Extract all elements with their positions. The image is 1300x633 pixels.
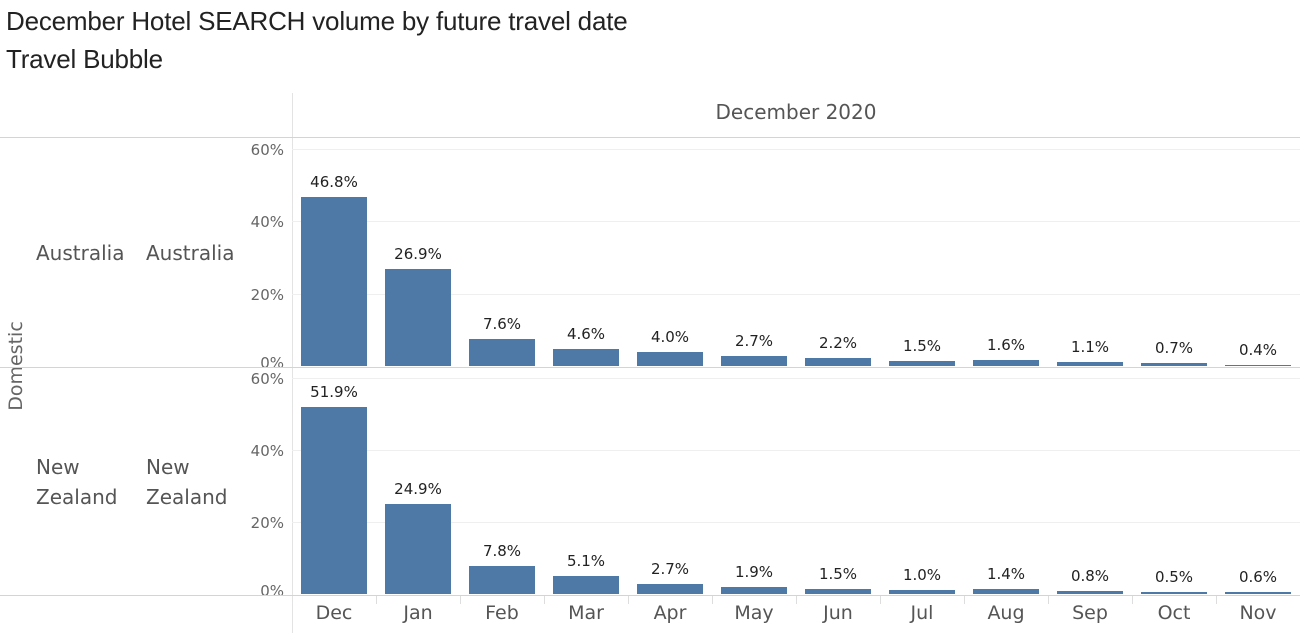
x-tick [796,596,797,604]
bar[interactable] [637,584,703,594]
gridline [292,221,1300,222]
x-axis-label: Nov [1239,602,1277,624]
bar-value-label: 2.7% [734,332,774,350]
bar-value-label: 7.8% [482,542,522,560]
bar-value-label: 46.8% [310,173,358,191]
x-axis-label: Jul [910,602,934,624]
row-destination-label: Australia [146,241,235,265]
x-tick [1216,596,1217,604]
x-tick [460,596,461,604]
row-origin-label: Australia [36,241,125,265]
bar-value-label: 2.2% [818,334,858,352]
bar-value-label: 1.5% [902,337,942,355]
bar[interactable] [889,361,955,366]
x-tick [964,596,965,604]
y-tick-label: 40% [250,442,284,460]
bar[interactable] [805,358,871,366]
bar[interactable] [1141,363,1207,366]
chart-title: December Hotel SEARCH volume by future t… [6,6,628,36]
x-axis-label: Feb [485,602,519,624]
bar-value-label: 24.9% [394,480,442,498]
bar[interactable] [1057,591,1123,594]
header-bottom-line [0,137,1300,138]
x-axis-label: Jun [823,602,853,624]
bar-value-label: 0.6% [1238,568,1278,586]
x-axis-label: Sep [1072,602,1108,624]
bar-value-label: 0.8% [1070,567,1110,585]
bar[interactable] [637,352,703,366]
x-axis-label: Apr [653,602,687,624]
bar[interactable] [385,504,451,594]
bar-value-label: 1.1% [1070,338,1110,356]
panel-baseline [0,595,1300,596]
bar[interactable] [553,576,619,594]
x-axis-label: Aug [987,602,1025,624]
x-axis-label: Mar [568,602,604,624]
bar-value-label: 4.6% [566,325,606,343]
gridline [292,450,1300,451]
y-tick-label: 40% [250,213,284,231]
gridline [292,522,1300,523]
x-axis-label: May [734,602,774,624]
y-tick-label: 60% [250,141,284,159]
bar-value-label: 0.5% [1154,568,1194,586]
x-axis-label: Oct [1157,602,1191,624]
x-axis-label: Dec [315,602,353,624]
y-tick-label: 20% [250,286,284,304]
bar[interactable] [721,587,787,594]
x-tick [628,596,629,604]
row-origin-label: New Zealand [36,455,118,509]
bar-value-label: 0.4% [1238,341,1278,359]
x-axis-label: Jan [403,602,433,624]
bar-value-label: 4.0% [650,328,690,346]
gridline [292,378,1300,379]
y-tick-label: 60% [250,370,284,388]
bar[interactable] [889,590,955,594]
bar-value-label: 1.4% [986,565,1026,583]
bar-value-label: 0.7% [1154,339,1194,357]
bar-value-label: 1.5% [818,565,858,583]
column-header: December 2020 [715,100,877,124]
bar-value-label: 7.6% [482,315,522,333]
bar[interactable] [973,360,1039,366]
x-tick [544,596,545,604]
header-divider [292,93,293,633]
bar[interactable] [1225,592,1291,594]
bar[interactable] [1141,592,1207,594]
bar-value-label: 1.9% [734,563,774,581]
bar[interactable] [1057,362,1123,366]
bar[interactable] [301,407,367,594]
gridline [292,149,1300,150]
y-tick-label: 20% [250,514,284,532]
x-tick [376,596,377,604]
bar-value-label: 1.6% [986,336,1026,354]
bar-value-label: 2.7% [650,560,690,578]
row-destination-label: New Zealand [146,455,228,509]
bar[interactable] [973,589,1039,594]
bar-value-label: 26.9% [394,245,442,263]
bar-value-label: 5.1% [566,552,606,570]
bar[interactable] [721,356,787,366]
bar[interactable] [469,339,535,366]
x-tick [880,596,881,604]
bar[interactable] [385,269,451,366]
bar[interactable] [469,566,535,594]
bar[interactable] [553,349,619,366]
panel-baseline [0,367,1300,368]
bar[interactable] [1225,365,1291,366]
bar-value-label: 51.9% [310,383,358,401]
bar[interactable] [301,197,367,366]
x-tick [1132,596,1133,604]
gridline [292,294,1300,295]
y-tick-label: 0% [260,582,284,600]
x-tick [1048,596,1049,604]
chart-subtitle: Travel Bubble [6,44,163,74]
bar[interactable] [805,589,871,594]
row-group-label: Domestic [5,321,27,411]
bar-value-label: 1.0% [902,566,942,584]
x-tick [712,596,713,604]
